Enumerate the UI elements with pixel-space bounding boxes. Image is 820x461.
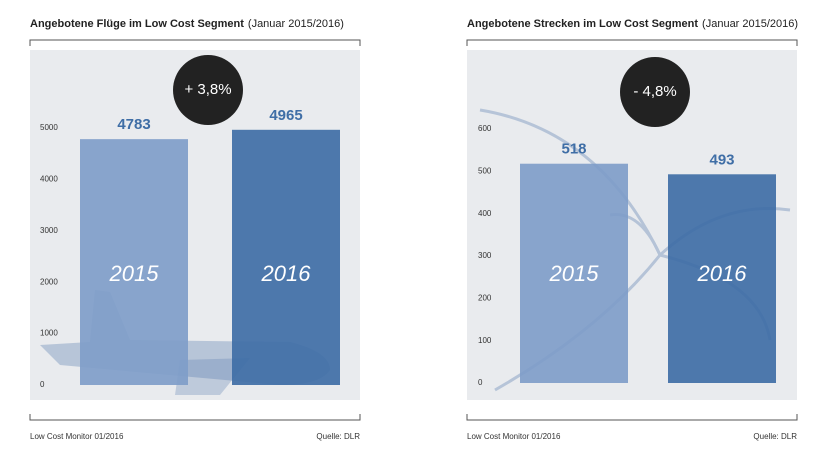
y-tick-label: 2000 <box>40 277 58 286</box>
title-main: Angebotene Flüge im Low Cost Segment <box>30 18 244 30</box>
value-label: 4783 <box>117 116 150 133</box>
y-tick-label: 500 <box>478 166 492 175</box>
bracket-bottom <box>29 414 361 421</box>
value-label: 493 <box>709 151 734 168</box>
bar <box>520 163 628 383</box>
footer-note: Low Cost Monitor 01/2016 <box>467 432 561 441</box>
chart-title: Angebotene Flüge im Low Cost Segment (Jan… <box>30 18 344 30</box>
category-label: 2015 <box>549 261 600 286</box>
category-label: 2015 <box>109 261 160 286</box>
title-sub: (Januar 2015/2016) <box>248 18 344 30</box>
title-main: Angebotene Strecken im Low Cost Segment <box>467 18 698 30</box>
category-label: 2016 <box>261 261 312 286</box>
footer-note: Low Cost Monitor 01/2016 <box>30 432 124 441</box>
bracket-bottom <box>466 414 798 421</box>
bracket-top <box>29 39 361 46</box>
change-badge <box>173 55 243 125</box>
bar <box>668 174 776 383</box>
value-label: 518 <box>561 141 586 158</box>
footer-source: Quelle: DLR <box>316 432 360 441</box>
bar <box>80 139 188 385</box>
chart-title: Angebotene Strecken im Low Cost Segment (… <box>467 18 798 30</box>
change-label: + 3,8% <box>184 81 231 98</box>
bar <box>232 129 340 385</box>
change-badge <box>620 57 690 127</box>
y-tick-label: 400 <box>478 209 492 218</box>
y-tick-label: 200 <box>478 293 492 302</box>
category-label: 2016 <box>697 261 748 286</box>
y-tick-label: 3000 <box>40 226 58 235</box>
y-tick-label: 100 <box>478 336 492 345</box>
y-tick-label: 600 <box>478 124 492 133</box>
title-sub: (Januar 2015/2016) <box>702 18 798 30</box>
value-label: 4965 <box>269 107 302 124</box>
y-tick-label: 300 <box>478 251 492 260</box>
airplane-wing <box>175 358 250 395</box>
footer-source: Quelle: DLR <box>753 432 797 441</box>
bracket-top <box>466 39 798 46</box>
y-tick-label: 0 <box>478 378 483 387</box>
y-tick-label: 5000 <box>40 123 58 132</box>
change-label: - 4,8% <box>633 83 676 100</box>
y-tick-label: 1000 <box>40 329 58 338</box>
y-tick-label: 4000 <box>40 175 58 184</box>
y-tick-label: 0 <box>40 380 45 389</box>
